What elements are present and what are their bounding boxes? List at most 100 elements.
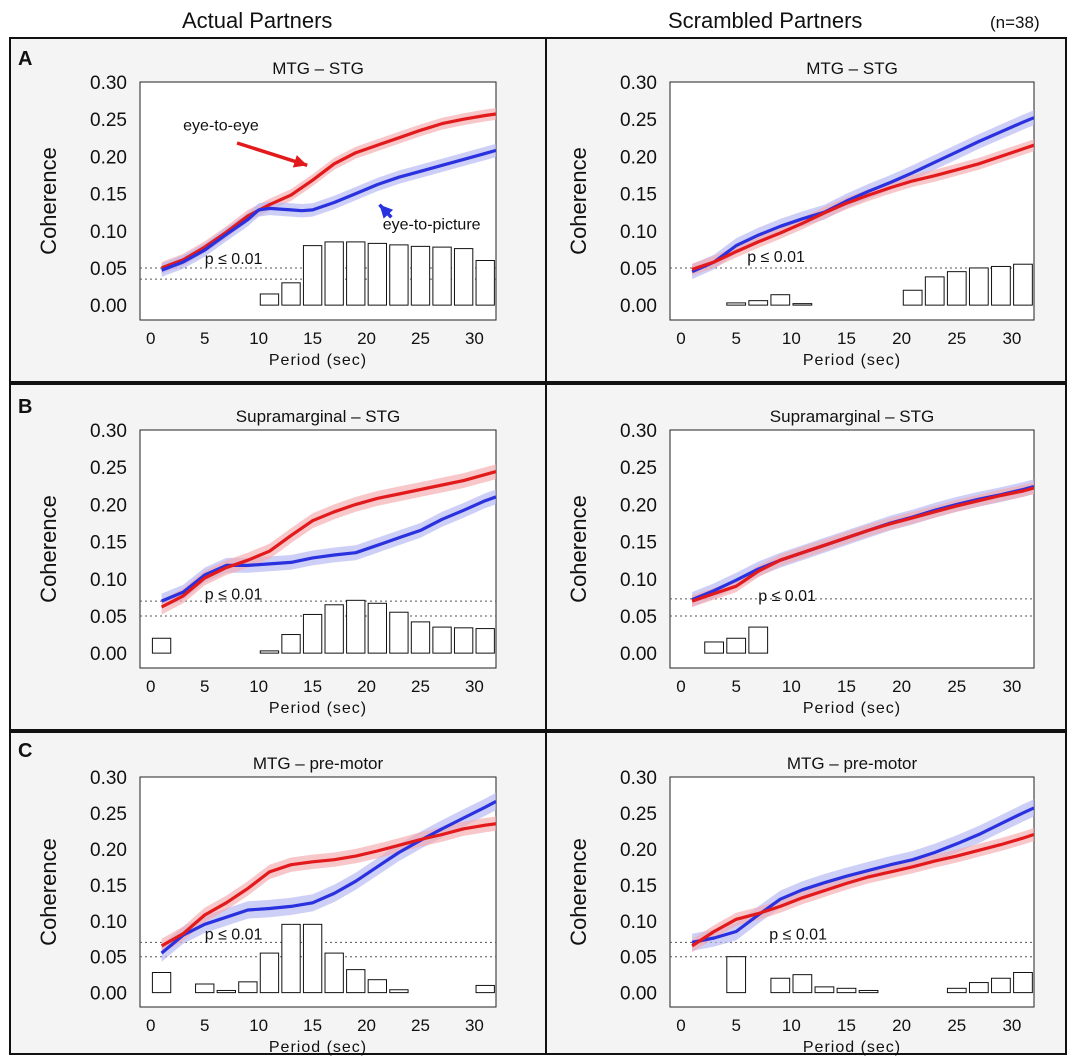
significance-label: p ≤ 0.01	[205, 587, 263, 604]
x-tick-label: 5	[200, 677, 209, 696]
y-tick-label: 0.00	[90, 984, 127, 1005]
y-tick-label: 0.10	[90, 570, 127, 591]
x-tick-label: 10	[249, 677, 268, 696]
histogram-bar	[410, 245, 431, 306]
x-tick-label: 30	[465, 677, 484, 696]
significance-label: p ≤ 0.01	[769, 926, 827, 943]
y-tick-label: 0.25	[90, 804, 127, 825]
series-line-eye-to-eye	[691, 832, 1034, 948]
histogram-bar	[991, 977, 1011, 994]
x-tick-label: 0	[676, 329, 685, 348]
x-tick-label: 30	[1002, 677, 1021, 696]
x-axis-label: Period (sec)	[269, 1039, 367, 1056]
histogram-bar	[302, 923, 323, 994]
histogram-bar	[991, 265, 1011, 306]
histogram-bar	[858, 989, 879, 994]
x-tick-label: 25	[411, 677, 430, 696]
significance-label: p ≤ 0.01	[205, 251, 263, 268]
y-tick-label: 0.30	[90, 421, 127, 442]
y-tick-label: 0.05	[90, 948, 127, 969]
x-tick-label: 5	[200, 329, 209, 348]
y-tick-label: 0.15	[90, 876, 127, 897]
series-line-eye-to-eye	[691, 143, 1034, 271]
histogram-bar	[410, 621, 431, 654]
y-tick-label: 0.05	[620, 948, 657, 969]
x-tick-label: 0	[146, 677, 155, 696]
y-tick-label: 0.25	[90, 110, 127, 131]
y-tick-label: 0.15	[620, 876, 657, 897]
y-axis-label: Coherence	[36, 495, 61, 603]
histogram-bar	[367, 242, 388, 306]
x-tick-label: 30	[1002, 1016, 1021, 1035]
series-band-eye-to-picture	[161, 143, 496, 277]
x-tick-label: 25	[947, 677, 966, 696]
histogram-bar	[259, 952, 280, 994]
histogram-bar	[748, 300, 769, 306]
series-line-eye-to-eye	[691, 486, 1034, 603]
x-tick-label: 20	[892, 677, 911, 696]
histogram-bar	[748, 626, 769, 654]
histogram-bar	[346, 599, 366, 654]
histogram-bar	[814, 986, 835, 994]
histogram-bar	[281, 282, 301, 306]
histogram-bar	[151, 637, 172, 654]
y-tick-label: 0.20	[620, 840, 657, 861]
series-line-eye-to-eye	[160, 470, 496, 609]
histogram-bar	[367, 602, 388, 654]
plot-area	[669, 776, 1035, 1008]
histogram-bar	[238, 981, 258, 994]
chart-B-actual: Supramarginal – STG 0.00 0.05 0.10 0.15 0.20 0…	[36, 407, 497, 717]
plot-marks	[140, 792, 496, 994]
histogram-bar	[281, 634, 301, 654]
y-tick-label: 0.30	[620, 73, 657, 94]
series-line-eye-to-eye	[160, 822, 496, 948]
histogram-bar	[389, 989, 409, 994]
chart-title: MTG – pre-motor	[787, 754, 918, 773]
series-band-eye-to-picture	[161, 792, 496, 962]
x-tick-label: 20	[357, 1016, 376, 1035]
plot-marks	[670, 799, 1034, 994]
x-tick-label: 5	[200, 1016, 209, 1035]
x-tick-label: 30	[1002, 329, 1021, 348]
chart-A-actual: MTG – STG 0.00 0.05 0.10 0.15 0.20 0.25 0.30 0 5 1…	[36, 59, 497, 369]
y-tick-label: 0.10	[90, 912, 127, 933]
chart-A-scrambled: MTG – STG 0.00 0.05 0.10 0.15 0.20 0.25 0.30 0 5 1…	[566, 59, 1035, 369]
x-tick-label: 15	[303, 329, 322, 348]
x-axis-label: Period (sec)	[803, 1039, 901, 1056]
chart-title: Supramarginal – STG	[236, 407, 400, 426]
chart-title: MTG – STG	[272, 59, 364, 78]
panel-letter-c: C	[18, 740, 33, 762]
series-line-eye-to-picture	[161, 148, 496, 272]
histogram-bar	[324, 604, 344, 654]
histogram-bar	[281, 923, 301, 994]
panel-letter-a: A	[18, 48, 33, 70]
y-tick-label: 0.10	[620, 222, 657, 243]
annotation-eye-to-picture: eye-to-picture	[383, 216, 481, 233]
annotation-arrow-head	[292, 155, 308, 168]
histogram-bar	[453, 627, 474, 654]
significance-label: p ≤ 0.01	[758, 588, 816, 605]
y-tick-label: 0.05	[90, 607, 127, 628]
y-tick-label: 0.25	[620, 110, 657, 131]
histogram-bar	[902, 289, 923, 306]
y-tick-label: 0.25	[620, 458, 657, 479]
y-tick-label: 0.30	[90, 73, 127, 94]
series-line-eye-to-picture	[160, 495, 496, 603]
x-tick-label: 15	[837, 329, 856, 348]
histogram-bar	[324, 952, 344, 994]
x-tick-label: 0	[146, 1016, 155, 1035]
y-tick-label: 0.20	[620, 495, 657, 516]
chart-title: MTG – STG	[806, 59, 898, 78]
histogram-bar	[367, 979, 388, 994]
column-header-scrambled: Scrambled Partners	[668, 8, 863, 33]
histogram-bar	[453, 248, 474, 306]
y-tick-label: 0.15	[90, 533, 127, 554]
x-tick-label: 10	[782, 329, 801, 348]
histogram-bar	[968, 267, 989, 306]
x-tick-label: 15	[837, 677, 856, 696]
panel-letter-b: B	[18, 396, 33, 418]
y-axis-label: Coherence	[36, 147, 61, 255]
x-tick-label: 15	[303, 1016, 322, 1035]
y-tick-label: 0.30	[90, 768, 127, 789]
y-tick-label: 0.00	[620, 644, 657, 665]
